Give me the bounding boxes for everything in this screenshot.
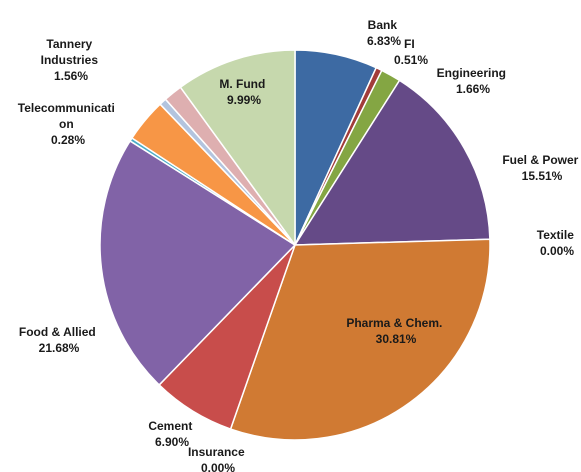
label-fuel-power-name: Fuel & Power [502, 153, 578, 167]
label-fuel-power-value: 15.51% [522, 169, 563, 183]
slice-fuel-power [294, 79, 491, 246]
label-fi-value: 0.51% [394, 53, 428, 67]
pie-slices [99, 49, 491, 441]
label-telecommunication: Telecommunicati on 0.28% [18, 101, 118, 147]
label-tannery-industries: Tannery Industries 1.56% [41, 37, 102, 83]
label-textile-name: Textile [537, 228, 574, 242]
label-pharma-chem-value: 30.81% [376, 332, 417, 346]
label-cement-value: 6.90% [155, 435, 189, 449]
label-telecommunication-name: Telecommunicati [18, 101, 115, 115]
label-insurance-name: Insurance [188, 445, 245, 459]
label-food-allied-name: Food & Allied [19, 325, 96, 339]
label-engineering-name: Engineering [437, 66, 506, 80]
label-m-fund-value: 9.99% [227, 93, 261, 107]
slice-pharma-chem [229, 238, 491, 441]
label-fi: FI 0.51% [394, 37, 428, 67]
label-engineering-value: 1.66% [456, 82, 490, 96]
label-cement: Cement 6.90% [148, 419, 195, 449]
label-m-fund-name: M. Fund [219, 77, 265, 91]
label-cement-name: Cement [148, 419, 192, 433]
label-tannery-value: 1.56% [54, 69, 88, 83]
label-insurance: Insurance 0.00% [188, 445, 248, 472]
label-food-allied-value: 21.68% [39, 341, 80, 355]
slice-food-allied [99, 140, 296, 386]
slice-m-fund [179, 49, 296, 246]
label-m-fund: M. Fund 9.99% [219, 77, 268, 107]
label-bank-name: Bank [368, 18, 398, 32]
label-fuel-power: Fuel & Power 15.51% [502, 153, 581, 183]
label-food-allied: Food & Allied 21.68% [19, 325, 99, 355]
label-fi-name: FI [404, 37, 415, 51]
label-pharma-chem-name: Pharma & Chem. [346, 316, 442, 330]
label-tannery-name-wrap: Industries [41, 53, 99, 67]
label-tannery-name: Tannery [46, 37, 92, 51]
label-bank: Bank 6.83% [367, 18, 401, 48]
label-textile: Textile 0.00% [537, 228, 577, 258]
label-engineering: Engineering 1.66% [437, 66, 510, 96]
label-telecommunication-value: 0.28% [51, 133, 85, 147]
label-pharma-chem: Pharma & Chem. 30.81% [346, 316, 445, 346]
label-telecommunication-name-wrap: on [59, 117, 74, 131]
label-insurance-value: 0.00% [201, 461, 235, 472]
label-bank-value: 6.83% [367, 34, 401, 48]
label-textile-value: 0.00% [540, 244, 574, 258]
